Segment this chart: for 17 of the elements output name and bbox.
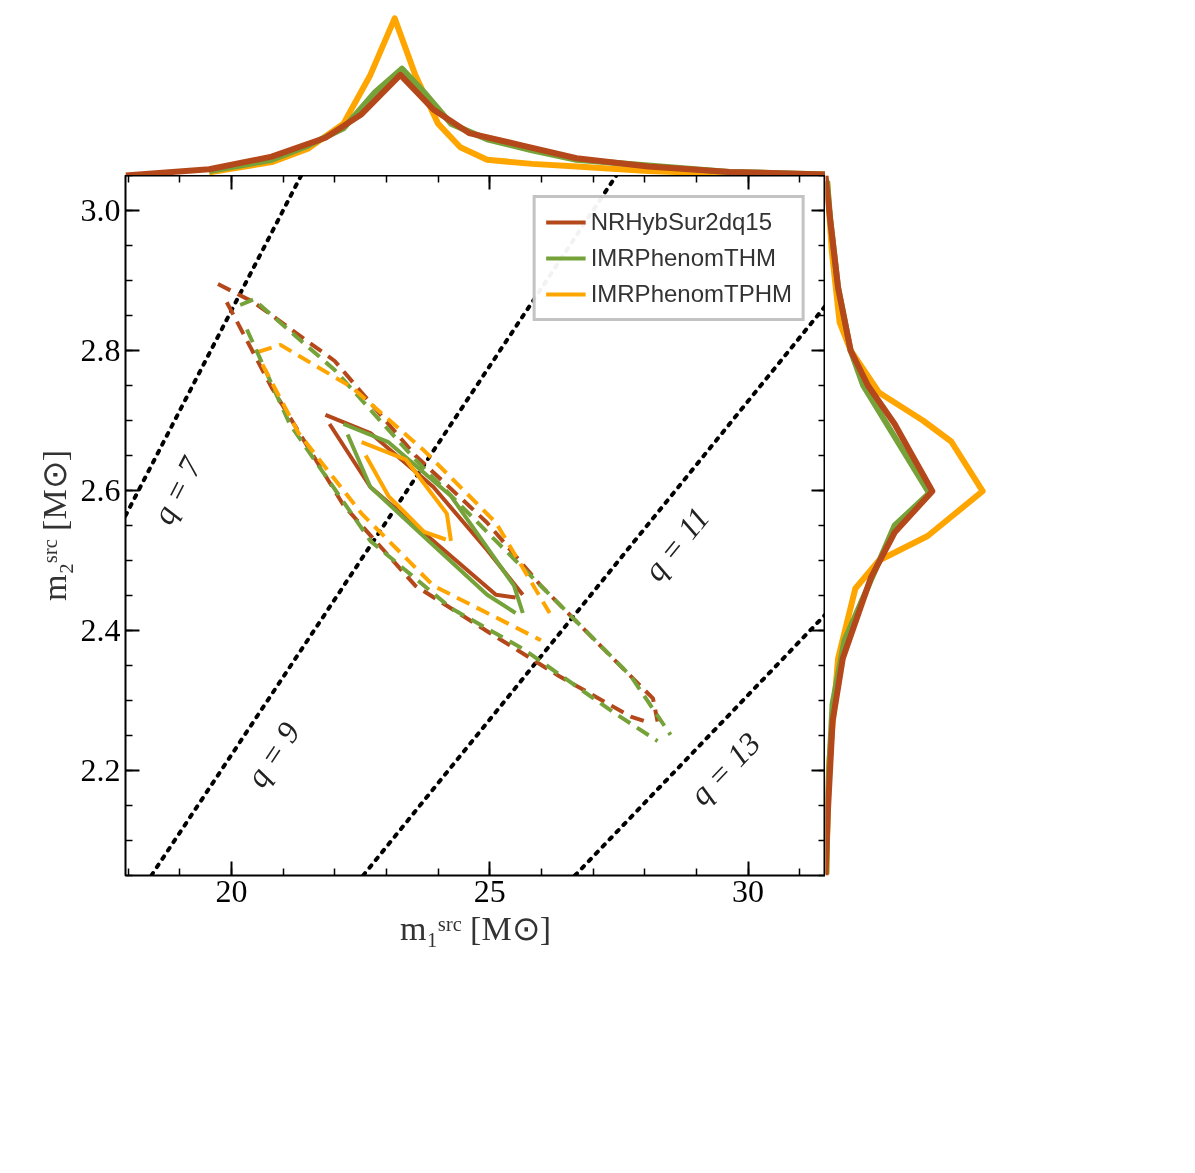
- x-tick-label: 20: [215, 872, 248, 909]
- annotation: q = 11: [636, 500, 717, 588]
- y-tick-label: 2.6: [80, 472, 121, 508]
- y-tick-label: 2.2: [80, 752, 121, 788]
- legend-label: IMRPhenomTPHM: [590, 280, 792, 308]
- y-tick-label: 3.0: [80, 192, 121, 228]
- x-axis-title: m₁ˢʳᶜ [M⊙]: [400, 909, 551, 947]
- annotation: q = 9: [238, 715, 307, 794]
- y-tick-label: 2.8: [80, 332, 121, 368]
- legend-label: NRHybSur2dq15: [590, 208, 773, 236]
- legend-label: IMRPhenomTHM: [590, 244, 776, 272]
- annotation: q = 7: [144, 449, 210, 530]
- x-tick-label: 30: [732, 872, 765, 909]
- annotation: q = 13: [682, 725, 768, 812]
- y-axis-title: m₂ˢʳᶜ [M⊙]: [35, 450, 73, 601]
- x-tick-label: 25: [473, 872, 506, 909]
- y-tick-label: 2.4: [80, 612, 121, 648]
